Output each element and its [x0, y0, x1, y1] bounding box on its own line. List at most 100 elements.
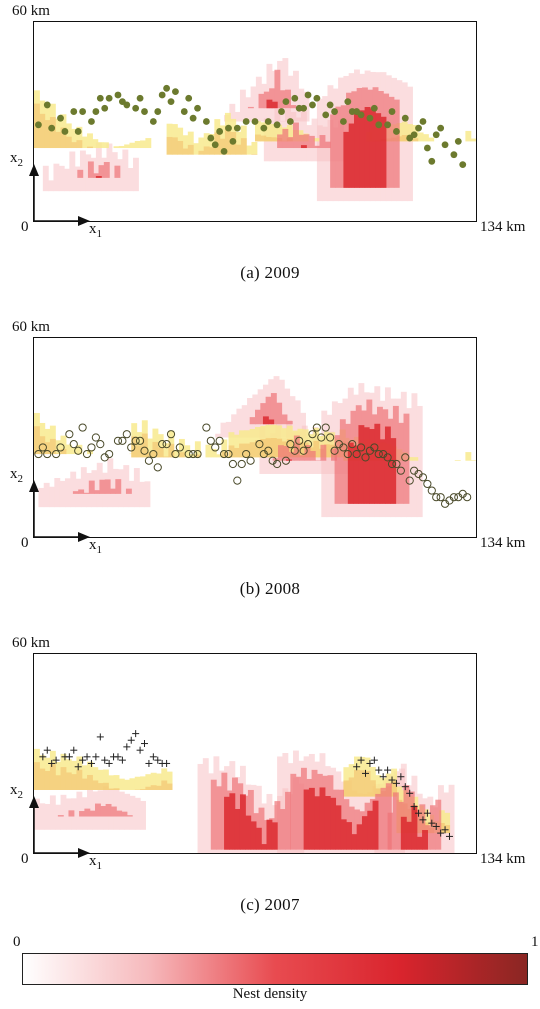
nest-marker	[282, 98, 290, 105]
nest-marker	[34, 449, 43, 459]
map-frame	[33, 337, 477, 538]
nest-marker	[393, 128, 400, 135]
nest-marker	[290, 446, 299, 455]
nest-marker	[74, 128, 82, 135]
nest-marker	[220, 147, 228, 155]
nest-marker	[313, 94, 321, 102]
nest-marker	[374, 449, 383, 459]
nest-density	[57, 803, 133, 817]
map-frame	[33, 21, 477, 222]
nest-marker	[418, 473, 428, 482]
nest-density-core	[262, 416, 275, 425]
nest-marker	[375, 121, 383, 129]
nest-marker	[384, 766, 392, 774]
nest-marker	[145, 759, 153, 767]
nest-marker	[228, 459, 237, 469]
nest-marker	[132, 730, 140, 738]
nest-marker	[52, 756, 60, 764]
nest-marker	[242, 449, 251, 459]
nest-marker	[304, 91, 312, 99]
axis-arrows	[29, 796, 90, 858]
habitat-band	[343, 756, 398, 797]
y-max-label: 60 km	[12, 3, 50, 19]
nest-density-core	[285, 459, 292, 461]
nest-marker	[370, 443, 379, 452]
nest-marker	[436, 493, 445, 502]
nest-marker	[194, 104, 201, 112]
nest-marker	[396, 466, 405, 475]
nest-density-core	[343, 107, 387, 188]
density-map	[34, 654, 476, 853]
nest-marker	[423, 479, 432, 489]
x-max-label: 134 km	[480, 535, 526, 551]
nest-marker	[415, 809, 423, 817]
nest-markers	[34, 423, 472, 508]
nest-marker	[326, 433, 335, 442]
nest-density	[72, 479, 132, 494]
nest-marker	[251, 118, 259, 125]
habitat-edge	[34, 426, 67, 455]
nest-marker	[437, 829, 445, 837]
nest-marker	[281, 456, 291, 465]
nest-marker	[273, 459, 282, 469]
nest-marker	[172, 88, 179, 96]
nest-marker	[131, 436, 140, 445]
nest-marker	[405, 476, 414, 485]
nest-marker	[114, 753, 122, 761]
nest-marker	[278, 108, 285, 115]
nest-marker	[144, 456, 154, 465]
nest-density-core	[300, 145, 307, 149]
nest-marker	[353, 763, 361, 771]
habitat-band	[166, 112, 258, 155]
nest-marker	[154, 108, 162, 115]
colorbar-title: Nest density	[232, 986, 308, 1002]
nest-marker	[322, 111, 330, 119]
nest-marker	[216, 128, 224, 135]
density-map	[34, 338, 477, 537]
nest-marker	[69, 440, 78, 449]
nest-marker	[441, 826, 449, 834]
nest-marker	[92, 753, 100, 761]
nest-marker	[136, 94, 144, 102]
nest-marker	[82, 449, 92, 459]
nest-marker	[65, 753, 73, 761]
nest-marker	[264, 118, 272, 125]
nest-marker	[246, 456, 255, 465]
colorbar	[22, 953, 528, 985]
nest-marker	[141, 740, 148, 748]
nest-marker	[286, 440, 295, 449]
nest-marker	[308, 430, 317, 439]
nest-marker	[309, 101, 316, 109]
nest-marker	[48, 759, 56, 767]
nest-marker	[317, 433, 326, 442]
nest-marker	[387, 459, 397, 469]
nest-marker	[459, 161, 467, 169]
nest-marker	[215, 436, 224, 445]
nest-marker	[114, 91, 122, 99]
nest-marker	[211, 141, 219, 149]
nest-marker	[415, 124, 422, 132]
nest-marker	[432, 131, 440, 139]
nest-marker	[330, 446, 339, 455]
nest-marker	[87, 443, 96, 452]
x1-label: x1	[89, 537, 102, 556]
nest-density-core	[303, 787, 379, 850]
nest-marker	[362, 769, 369, 777]
habitat-band	[228, 424, 346, 458]
nest-marker	[118, 756, 126, 764]
nest-marker	[339, 443, 348, 452]
nest-marker	[105, 449, 114, 459]
nest-marker	[153, 463, 162, 472]
nest-marker	[388, 776, 396, 784]
nest-marker	[162, 440, 171, 449]
density-map	[34, 22, 477, 221]
nest-marker	[410, 131, 418, 139]
nest-marker	[70, 746, 78, 754]
nest-marker	[237, 459, 246, 469]
nest-marker	[384, 121, 391, 129]
panel-caption: (a) 2009	[240, 263, 300, 282]
nest-marker	[52, 449, 61, 459]
nest-marker	[397, 773, 405, 781]
nest-marker	[264, 446, 273, 455]
nest-marker	[163, 759, 171, 767]
